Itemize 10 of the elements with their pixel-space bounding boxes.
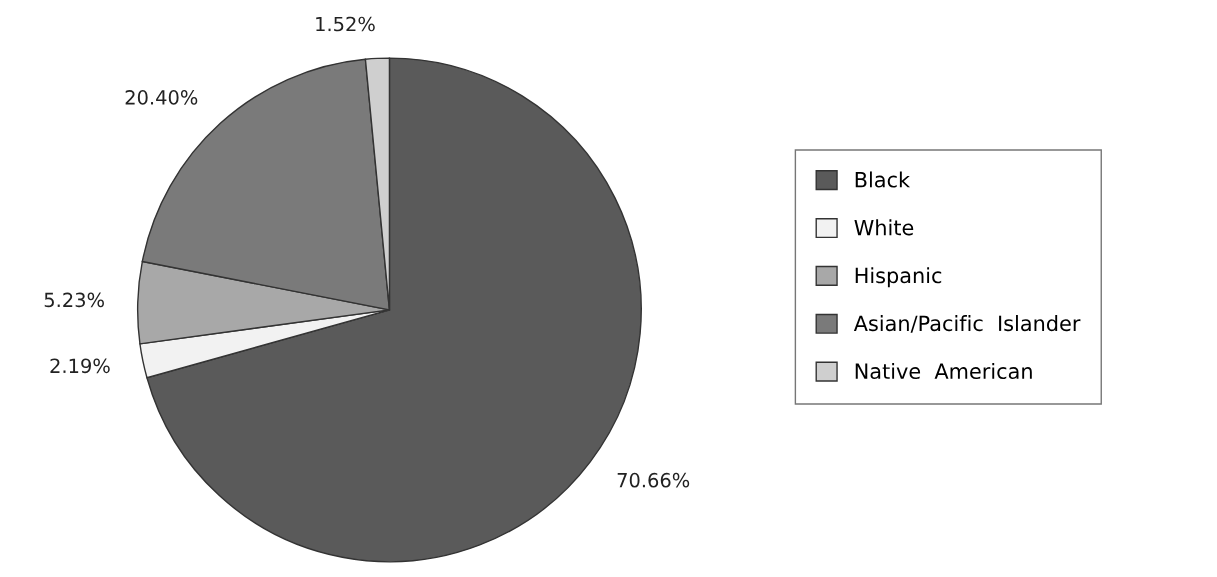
legend-label: Asian/Pacific Islander (853, 315, 1081, 333)
data-label: 20.40% (125, 90, 198, 105)
legend-label: White (854, 219, 914, 236)
legend-label: Native American (855, 362, 1032, 380)
legend-label: Black (855, 171, 911, 188)
data-label: 5.23% (44, 292, 104, 308)
data-label: 1.52% (316, 16, 375, 32)
data-label: 70.66% (617, 472, 690, 488)
legend-label: Hispanic (855, 267, 942, 288)
data-label: 2.19% (50, 358, 110, 374)
